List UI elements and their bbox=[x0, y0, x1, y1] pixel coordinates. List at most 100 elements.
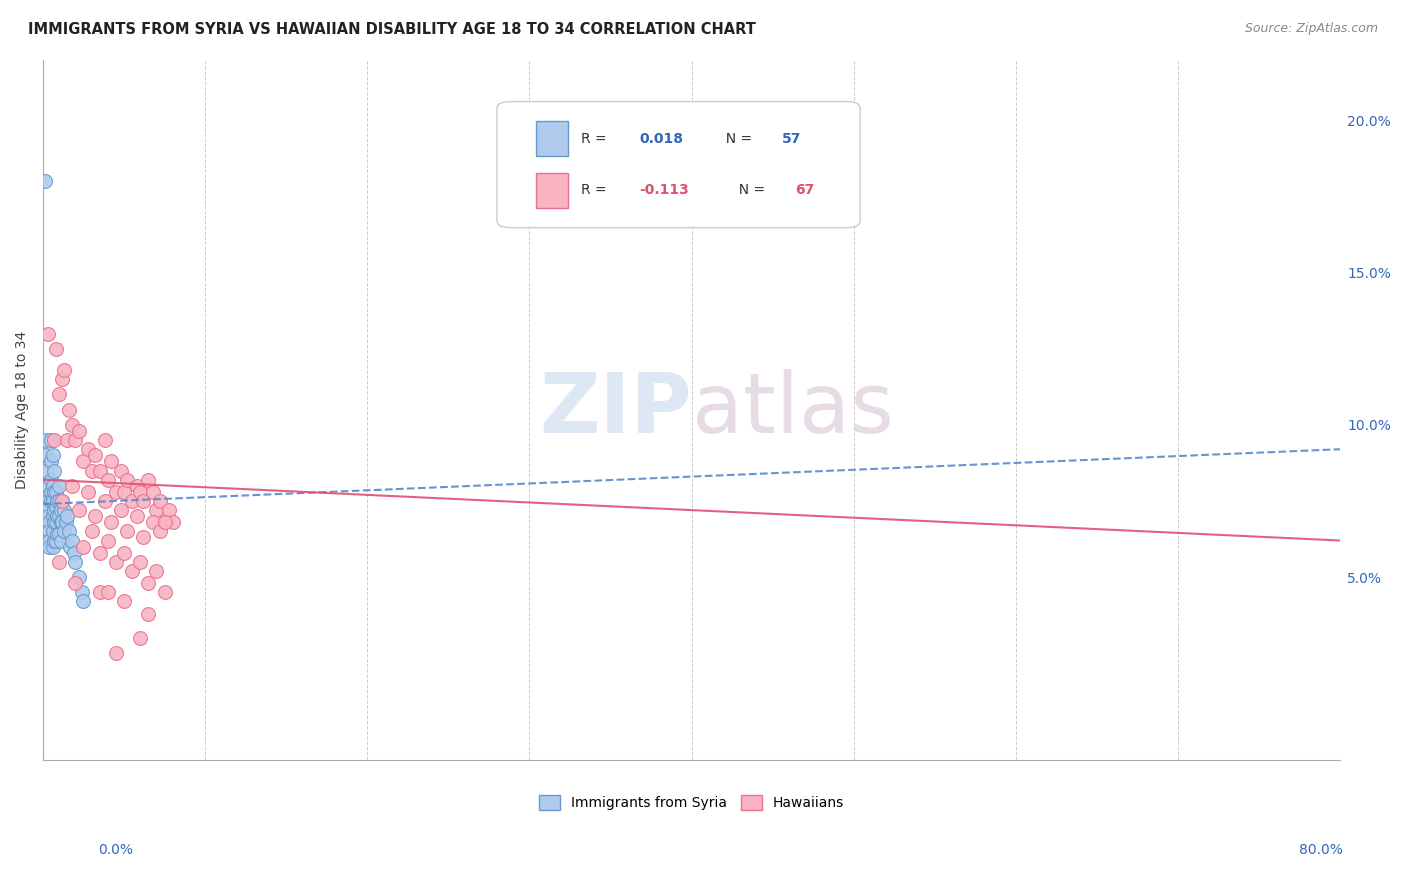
Point bbox=[67, 503, 90, 517]
Point bbox=[112, 594, 135, 608]
Point bbox=[52, 524, 75, 539]
Point bbox=[93, 433, 115, 447]
Point bbox=[48, 509, 70, 524]
Point bbox=[55, 516, 77, 530]
Point bbox=[49, 533, 72, 548]
Point bbox=[35, 433, 58, 447]
Point bbox=[125, 509, 148, 524]
Point bbox=[80, 463, 103, 477]
Point bbox=[112, 484, 135, 499]
Point bbox=[97, 473, 120, 487]
Point bbox=[39, 433, 62, 447]
Point bbox=[125, 479, 148, 493]
Point bbox=[136, 607, 159, 621]
Point bbox=[136, 473, 159, 487]
Point bbox=[44, 533, 66, 548]
Point bbox=[132, 494, 155, 508]
Point bbox=[41, 524, 63, 539]
Point bbox=[48, 527, 70, 541]
Point bbox=[77, 484, 100, 499]
Point bbox=[56, 509, 79, 524]
Point bbox=[39, 473, 62, 487]
Point bbox=[153, 516, 176, 530]
Point bbox=[121, 494, 143, 508]
Point bbox=[39, 494, 62, 508]
Point bbox=[37, 509, 59, 524]
Point bbox=[44, 516, 66, 530]
Point bbox=[60, 417, 83, 432]
Point bbox=[162, 516, 184, 530]
Point bbox=[115, 473, 138, 487]
Point bbox=[157, 503, 180, 517]
Point bbox=[97, 533, 120, 548]
Point bbox=[89, 463, 111, 477]
Point bbox=[48, 494, 70, 508]
Point bbox=[48, 387, 70, 401]
Point bbox=[72, 454, 94, 468]
Point bbox=[100, 454, 122, 468]
Text: R =: R = bbox=[581, 184, 612, 197]
Point bbox=[37, 479, 59, 493]
Point bbox=[80, 524, 103, 539]
Text: 0.0%: 0.0% bbox=[98, 843, 134, 857]
Point bbox=[104, 555, 127, 569]
Point bbox=[46, 494, 69, 508]
Text: IMMIGRANTS FROM SYRIA VS HAWAIIAN DISABILITY AGE 18 TO 34 CORRELATION CHART: IMMIGRANTS FROM SYRIA VS HAWAIIAN DISABI… bbox=[28, 22, 756, 37]
Point bbox=[41, 494, 63, 508]
Point bbox=[41, 479, 63, 493]
Point bbox=[89, 546, 111, 560]
Point bbox=[41, 448, 63, 462]
Bar bbox=[536, 173, 568, 208]
Point bbox=[38, 540, 60, 554]
Point bbox=[46, 527, 69, 541]
Point bbox=[41, 540, 63, 554]
Point bbox=[145, 564, 167, 578]
Legend: Immigrants from Syria, Hawaiians: Immigrants from Syria, Hawaiians bbox=[533, 789, 849, 816]
Point bbox=[104, 646, 127, 660]
Point bbox=[83, 509, 105, 524]
Text: -0.113: -0.113 bbox=[640, 184, 689, 197]
Y-axis label: Disability Age 18 to 34: Disability Age 18 to 34 bbox=[15, 331, 30, 489]
Point bbox=[59, 540, 82, 554]
Point bbox=[41, 509, 63, 524]
Point bbox=[38, 533, 60, 548]
Point bbox=[72, 594, 94, 608]
Point bbox=[129, 484, 152, 499]
Point bbox=[45, 516, 67, 530]
Point bbox=[52, 363, 75, 377]
Point bbox=[38, 524, 60, 539]
Text: atlas: atlas bbox=[692, 369, 893, 450]
Point bbox=[45, 484, 67, 499]
Point bbox=[46, 509, 69, 524]
Point bbox=[93, 494, 115, 508]
Point bbox=[37, 326, 59, 341]
Point bbox=[83, 448, 105, 462]
Point bbox=[45, 533, 67, 548]
Point bbox=[44, 503, 66, 517]
Point bbox=[45, 500, 67, 514]
Text: N =: N = bbox=[731, 184, 770, 197]
Point bbox=[110, 503, 132, 517]
Point bbox=[34, 174, 56, 188]
Point bbox=[44, 433, 66, 447]
Point bbox=[51, 494, 73, 508]
Point bbox=[37, 494, 59, 508]
Point bbox=[97, 585, 120, 599]
Point bbox=[132, 531, 155, 545]
Text: N =: N = bbox=[717, 132, 756, 146]
Text: R =: R = bbox=[581, 132, 612, 146]
Text: Source: ZipAtlas.com: Source: ZipAtlas.com bbox=[1244, 22, 1378, 36]
Text: 80.0%: 80.0% bbox=[1299, 843, 1343, 857]
Point bbox=[142, 516, 165, 530]
Point bbox=[72, 540, 94, 554]
Point bbox=[142, 484, 165, 499]
Point bbox=[48, 479, 70, 493]
Point bbox=[100, 516, 122, 530]
Point bbox=[51, 372, 73, 386]
Point bbox=[58, 524, 80, 539]
Point bbox=[45, 342, 67, 356]
FancyBboxPatch shape bbox=[496, 102, 860, 227]
Point bbox=[153, 516, 176, 530]
Point bbox=[39, 454, 62, 468]
Point bbox=[77, 442, 100, 457]
